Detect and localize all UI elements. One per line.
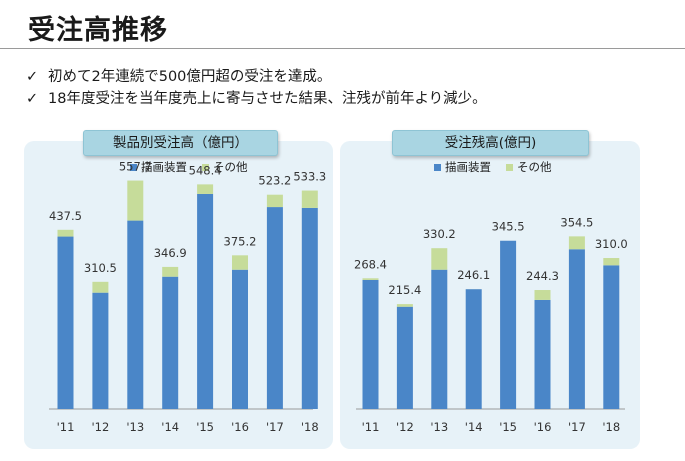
tick-label-6: '17 xyxy=(568,420,586,434)
bar-main-0 xyxy=(362,279,379,409)
data-label-0: 268.4 xyxy=(354,257,387,271)
orders-chart: 描画装置 その他 437.5 '11 310.5 '12 557.7 '13 346.9 '14 5… xyxy=(49,160,326,434)
legend-label-main: 描画装置 xyxy=(445,160,491,174)
legend-swatch-other xyxy=(506,164,513,171)
bar-main-3 xyxy=(465,289,482,409)
backlog-chart: 描画装置 その他 268.4 '11 215.4 '12 330.2 '13 246.1 '14 3… xyxy=(354,160,628,434)
bar-other-5 xyxy=(534,290,551,300)
data-label-4: 345.5 xyxy=(492,220,525,234)
tick-label-3: '14 xyxy=(161,420,179,434)
bar-main-3 xyxy=(162,276,179,409)
bullet-item: ✓ 初めて2年連続で500億円超の受注を達成。 xyxy=(26,66,487,88)
bar-other-7 xyxy=(603,258,620,266)
bar-other-1 xyxy=(92,281,109,293)
title-divider xyxy=(0,48,685,49)
bar-main-1 xyxy=(396,306,413,409)
data-label-5: 244.3 xyxy=(526,269,559,283)
bullet-item: ✓ 18年度受注を当年度売上に寄与させた結果、注残が前年より減少。 xyxy=(26,88,487,110)
tick-label-2: '13 xyxy=(430,420,448,434)
tick-label-5: '16 xyxy=(231,420,249,434)
bar-other-6 xyxy=(266,194,283,208)
tick-label-5: '16 xyxy=(534,420,552,434)
check-icon: ✓ xyxy=(26,69,39,85)
bar-other-5 xyxy=(232,255,248,270)
tick-label-7: '18 xyxy=(301,420,319,434)
tick-label-1: '12 xyxy=(92,420,110,434)
bar-other-0 xyxy=(362,278,379,280)
bar-main-5 xyxy=(232,269,248,409)
bar-main-7 xyxy=(603,265,620,409)
page-title: 受注高推移 xyxy=(28,15,168,46)
bar-main-2 xyxy=(127,220,144,409)
tick-label-0: '11 xyxy=(57,420,75,434)
tick-label-7: '18 xyxy=(602,420,620,434)
tick-label-1: '12 xyxy=(396,420,414,434)
tick-label-3: '14 xyxy=(465,420,483,434)
bar-other-2 xyxy=(127,180,144,221)
bar-main-5 xyxy=(534,299,551,409)
tick-label-4: '15 xyxy=(196,420,214,434)
bar-other-2 xyxy=(431,248,448,270)
data-label-1: 215.4 xyxy=(388,283,421,297)
tick-label-4: '15 xyxy=(499,420,517,434)
data-label-1: 310.5 xyxy=(84,261,117,275)
legend-swatch-other xyxy=(202,164,209,171)
data-label-0: 437.5 xyxy=(49,209,82,223)
backlog-chart-panel xyxy=(340,141,640,449)
bar-other-3 xyxy=(162,266,179,277)
check-icon: ✓ xyxy=(26,91,39,107)
legend-label-other: その他 xyxy=(213,160,248,174)
data-label-6: 523.2 xyxy=(258,174,291,188)
bullet-list: ✓ 初めて2年連続で500億円超の受注を達成。 ✓ 18年度受注を当年度売上に寄与さ… xyxy=(26,66,487,110)
bar-other-4 xyxy=(197,184,214,194)
tick-label-0: '11 xyxy=(362,420,380,434)
legend-label-other: その他 xyxy=(517,160,552,174)
bar-main-2 xyxy=(431,269,448,409)
bar-main-4 xyxy=(197,193,214,409)
data-label-6: 354.5 xyxy=(560,215,593,229)
bar-main-0 xyxy=(57,236,74,409)
bar-other-7 xyxy=(301,190,318,208)
data-label-2: 557.7 xyxy=(119,160,152,174)
tick-label-2: '13 xyxy=(126,420,144,434)
data-label-5: 375.2 xyxy=(224,234,257,248)
bullet-text: 初めて2年連続で500億円超の受注を達成。 xyxy=(48,69,332,85)
backlog-chart-title: 受注残高(億円) xyxy=(392,130,589,156)
bar-other-0 xyxy=(57,229,74,237)
legend-swatch-main xyxy=(130,164,137,171)
legend-label-main: 描画装置 xyxy=(141,160,187,174)
data-label-7: 533.3 xyxy=(293,170,326,184)
data-label-3: 246.1 xyxy=(457,268,490,282)
bar-main-1 xyxy=(92,292,109,409)
tick-label-6: '17 xyxy=(266,420,284,434)
legend-swatch-main xyxy=(434,164,441,171)
bar-other-1 xyxy=(396,304,413,307)
data-label-4: 548.4 xyxy=(189,163,222,177)
bar-main-7 xyxy=(301,207,318,409)
data-label-2: 330.2 xyxy=(423,227,456,241)
bar-main-4 xyxy=(500,240,517,409)
bar-other-6 xyxy=(568,236,585,250)
bullet-text: 18年度受注を当年度売上に寄与させた結果、注残が前年より減少。 xyxy=(48,91,487,107)
bar-main-6 xyxy=(568,249,585,409)
data-label-3: 346.9 xyxy=(154,246,187,260)
bar-main-6 xyxy=(266,207,283,409)
data-label-7: 310.0 xyxy=(595,237,628,251)
orders-chart-title: 製品別受注高（億円） xyxy=(83,130,278,156)
